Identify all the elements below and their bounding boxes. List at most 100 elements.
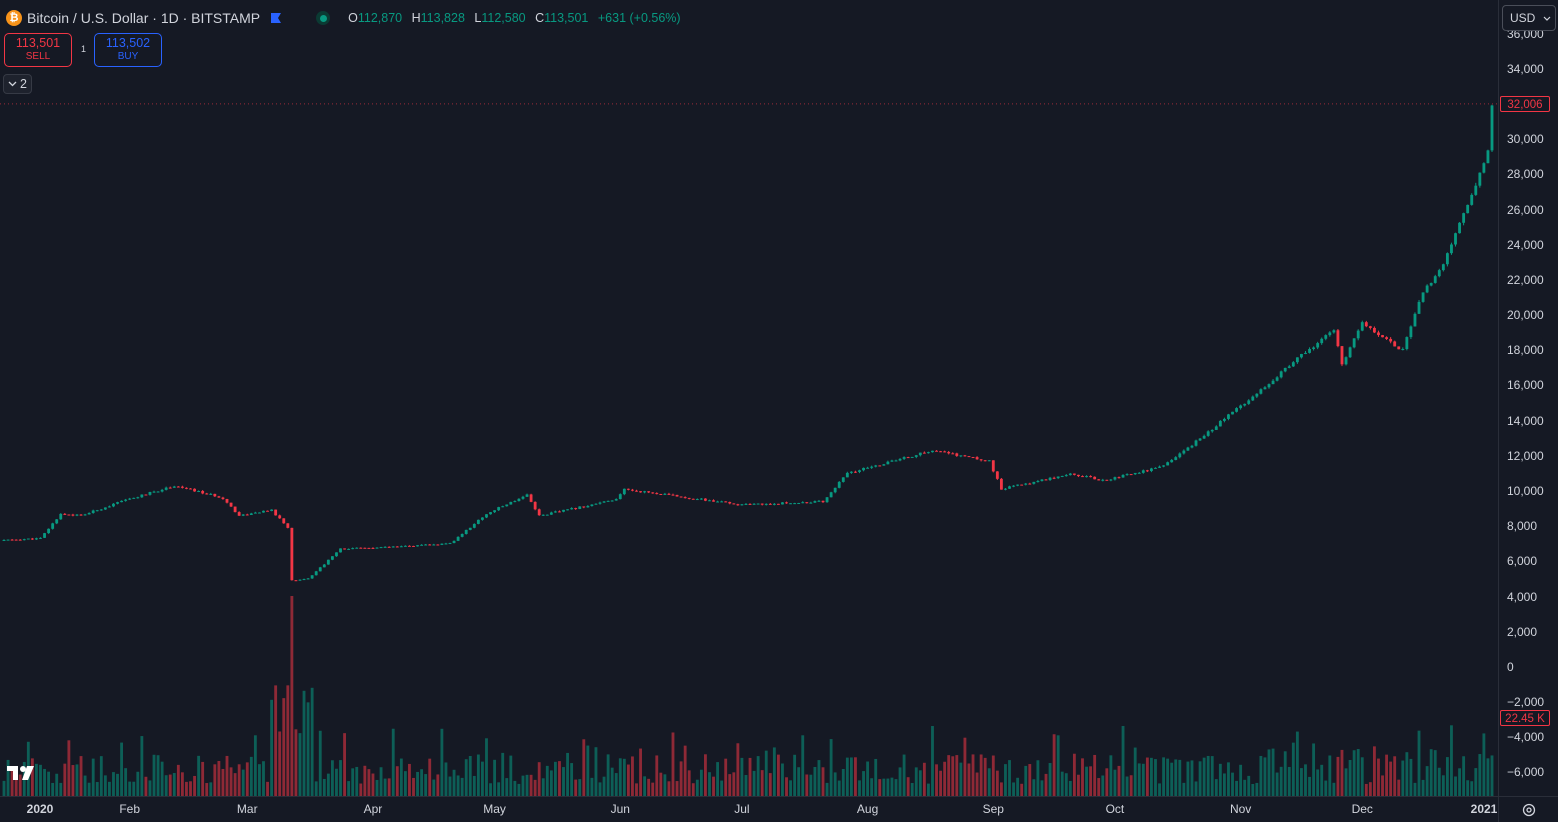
candle-body	[489, 512, 492, 515]
candle	[699, 497, 703, 500]
volume-bar	[18, 774, 22, 796]
candle-body	[1478, 172, 1482, 186]
candle	[318, 566, 322, 572]
buy-button[interactable]: 113,502 BUY	[94, 33, 162, 67]
price-axis[interactable]: 36,00034,00032,00030,00028,00026,00024,0…	[1498, 0, 1558, 796]
volume-bar	[1117, 765, 1121, 796]
symbol-title[interactable]: Bitcoin / U.S. Dollar · 1D · BITSTAMP	[27, 10, 261, 26]
candle	[99, 509, 103, 511]
volume-bar	[833, 772, 837, 796]
candle-body	[1421, 292, 1425, 302]
candle-body	[1385, 337, 1389, 339]
sell-button[interactable]: 113,501 SELL	[4, 33, 72, 67]
candle	[302, 578, 306, 581]
volume-bar	[809, 774, 813, 796]
candle	[112, 503, 115, 508]
candle-body	[728, 502, 732, 504]
candle-body	[107, 506, 111, 508]
candle-body	[172, 486, 176, 488]
candle-body	[468, 527, 472, 530]
candle-body	[1312, 347, 1316, 349]
volume-bar	[79, 756, 83, 796]
candle	[995, 471, 999, 480]
market-status-icon[interactable]	[316, 11, 331, 25]
candle	[1251, 395, 1255, 402]
candle	[927, 451, 930, 454]
candle-body	[975, 457, 979, 460]
volume-bar	[618, 758, 622, 796]
candle-body	[1425, 285, 1429, 293]
volume-bar	[760, 770, 764, 796]
buy-label: BUY	[117, 51, 139, 62]
candle	[858, 469, 861, 474]
candle	[1393, 340, 1397, 347]
candle-body	[1462, 213, 1466, 223]
candle-body	[310, 575, 314, 579]
candle	[659, 493, 663, 496]
candle	[1324, 334, 1328, 341]
candle-body	[436, 544, 440, 546]
volume-bar	[1020, 783, 1024, 796]
candle-body	[890, 460, 894, 462]
volume-bar	[1052, 734, 1056, 796]
candle-body	[614, 499, 618, 501]
volume-bar	[132, 781, 136, 796]
volume-bar	[566, 752, 569, 796]
candle	[898, 458, 902, 462]
volume-bar	[1344, 768, 1348, 796]
candle	[460, 533, 464, 538]
volume-bar	[286, 685, 290, 796]
candle	[436, 544, 440, 546]
candle-body	[148, 492, 152, 495]
volume-bar	[47, 771, 51, 796]
volume-bar	[793, 754, 797, 796]
volume-bar	[902, 754, 906, 796]
flag-icon[interactable]	[270, 12, 282, 24]
candle-body	[1154, 467, 1157, 469]
candle	[618, 493, 622, 500]
candlestick-chart[interactable]	[0, 0, 1498, 796]
time-axis[interactable]: 2020 Feb Mar Apr May Jun Jul Aug Sep Oct Nov Dec 202…	[0, 796, 1498, 822]
candle	[841, 477, 845, 483]
candle	[1186, 446, 1190, 451]
candle-body	[578, 506, 582, 510]
candle-body	[1470, 194, 1474, 205]
volume-bar	[1360, 757, 1364, 796]
volume-bar	[1194, 781, 1198, 796]
volume-bar	[481, 761, 484, 796]
volume-bar	[590, 777, 594, 796]
candle-body	[39, 537, 42, 539]
candle-body	[253, 512, 257, 514]
currency-select[interactable]: USD	[1502, 5, 1556, 31]
candle-body	[1093, 476, 1097, 480]
candle-body	[1474, 185, 1478, 195]
candle	[837, 480, 841, 489]
candle	[489, 512, 492, 515]
volume-bar	[529, 774, 533, 796]
candle	[501, 505, 505, 508]
candle	[1279, 370, 1283, 379]
volume-bar	[797, 767, 801, 796]
candle-body	[1368, 326, 1372, 328]
chart-pane[interactable]: ₿ Bitcoin / U.S. Dollar · 1D · BITSTAMP …	[0, 0, 1498, 796]
price-tick: 0	[1507, 659, 1514, 674]
time-tick: 2021	[1470, 802, 1498, 816]
volume-bar	[1373, 746, 1376, 796]
candle	[1295, 357, 1299, 364]
volume-bar	[1072, 753, 1076, 796]
candle-body	[764, 503, 768, 505]
candle	[1466, 204, 1470, 214]
volume-bar	[1259, 755, 1263, 796]
gear-icon	[1522, 803, 1535, 816]
candle-body	[720, 501, 724, 503]
candle-body	[43, 533, 46, 538]
candle	[1052, 476, 1056, 480]
chart-settings-button[interactable]	[1498, 796, 1558, 822]
candle-body	[736, 504, 740, 506]
volume-bar	[180, 772, 184, 796]
candle	[598, 501, 602, 505]
tradingview-logo-icon[interactable]	[7, 764, 39, 782]
candle-body	[63, 513, 67, 515]
indicators-collapse-button[interactable]: 2	[3, 74, 32, 94]
time-tick: Nov	[1229, 802, 1252, 816]
